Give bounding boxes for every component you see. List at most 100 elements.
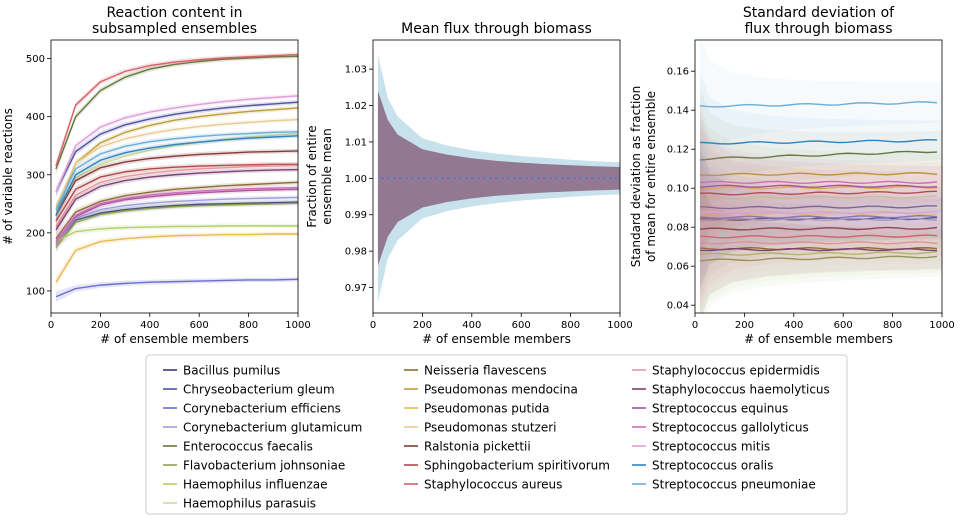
series-band (699, 158, 942, 300)
series-band (699, 149, 942, 290)
series-line (699, 150, 938, 161)
series-line (699, 195, 938, 200)
series-band (55, 105, 298, 221)
x-tick-label: 800 (239, 320, 258, 331)
y-tick-label: 0.14 (667, 106, 689, 117)
legend-label: Corynebacterium glutamicum (183, 421, 362, 435)
series-line (699, 234, 938, 239)
legend-label: Streptococcus equinus (652, 402, 788, 416)
series-band (55, 54, 298, 175)
series-band (699, 137, 942, 278)
series-line (55, 163, 298, 222)
series-line (699, 241, 938, 245)
x-tick-label: 1000 (607, 320, 632, 331)
series-line (55, 201, 298, 245)
series-line (55, 131, 298, 210)
chart-title: subsampled ensembles (92, 21, 257, 37)
plot-area (699, 40, 942, 313)
legend-label: Sphingobacterium spiritivorum (424, 459, 610, 473)
series-line (55, 202, 298, 248)
series-line (55, 196, 298, 245)
series-line (55, 225, 298, 243)
legend-label: Flavobacterium johnsoniae (183, 459, 345, 473)
series-line (55, 55, 298, 170)
series-band (55, 180, 298, 244)
plot-frame (694, 39, 943, 314)
chart-title: Mean flux through biomass (401, 21, 592, 37)
legend-label: Staphylococcus epidermidis (652, 364, 820, 378)
series-band (699, 73, 942, 214)
y-tick-label: 0.04 (667, 301, 689, 312)
series-line (699, 226, 938, 231)
series-line (55, 135, 298, 216)
series-band (55, 148, 298, 221)
legend-label: Pseudomonas putida (424, 402, 550, 416)
series-band (55, 129, 298, 215)
y-tick-label: 1.01 (345, 137, 367, 148)
plot-frame (372, 39, 621, 314)
y-tick-label: 0.06 (667, 262, 689, 273)
x-tick-label: 600 (512, 320, 531, 331)
y-axis-label: of mean for entire ensemble (644, 91, 658, 262)
legend-label: Streptococcus gallolyticus (652, 421, 809, 435)
x-tick-label: 0 (48, 320, 54, 331)
series-band (699, 142, 942, 283)
x-tick-label: 800 (561, 320, 580, 331)
legend-label: Ralstonia pickettii (424, 440, 531, 454)
y-tick-label: 1.02 (345, 101, 367, 112)
series-line (699, 214, 938, 220)
series-band (55, 167, 298, 236)
series-band (55, 195, 298, 250)
x-tick-label: 600 (190, 320, 209, 331)
y-axis-label: Fraction of entire (305, 125, 319, 227)
y-tick-label: 0.98 (345, 247, 367, 258)
series-band (55, 200, 298, 253)
series-line (699, 210, 938, 215)
y-tick-label: 0.12 (667, 145, 689, 156)
series-line (55, 168, 298, 231)
series-band (699, 88, 942, 230)
x-axis-label: # of ensemble members (744, 332, 893, 346)
legend-label: Enterococcus faecalis (183, 440, 313, 454)
series-band (699, 178, 942, 313)
series-line (55, 95, 298, 193)
panel-reaction-content: 0 200 400 600 800 1000 100 200 300 400 500 Reaction… (1, 5, 311, 346)
legend-label: Pseudomonas mendocina (424, 383, 578, 397)
series-line (55, 53, 298, 167)
panel-std-flux: 0 200 400 600 800 1000 0.04 0.06 0.08 0.10 0.12 0.1… (629, 5, 955, 346)
legend-label: Haemophilus influenzae (183, 478, 327, 492)
y-tick-label: 0.97 (345, 283, 367, 294)
series-line (699, 205, 938, 210)
x-tick-label: 0 (692, 320, 698, 331)
series-line (699, 172, 938, 177)
series-band (699, 127, 942, 269)
series-line (699, 185, 938, 190)
series-line (55, 181, 298, 240)
series-line (699, 180, 938, 185)
series-line (699, 184, 938, 188)
y-axis-label: ensemble mean (320, 128, 334, 225)
x-tick-label: 400 (140, 320, 159, 331)
series-line (55, 150, 298, 216)
x-tick-label: 400 (462, 320, 481, 331)
y-tick-label: 500 (26, 54, 45, 65)
series-line (699, 138, 938, 145)
legend-label: Staphylococcus aureus (424, 478, 562, 492)
x-tick-label: 800 (883, 320, 902, 331)
series-band (699, 166, 942, 308)
legend-label: Staphylococcus haemolyticus (652, 383, 830, 397)
series-line (55, 233, 298, 283)
panel-mean-flux: 0 200 400 600 800 1000 0.97 0.98 0.99 1.00 1.01 1.0… (305, 21, 633, 346)
y-tick-label: 0.99 (345, 210, 367, 221)
series-line (699, 217, 938, 222)
y-axis-label: # of variable reactions (1, 108, 15, 245)
x-axis-label: # of ensemble members (422, 332, 571, 346)
series-band (55, 223, 298, 247)
y-tick-label: 100 (26, 286, 45, 297)
y-tick-label: 1.03 (345, 65, 367, 76)
series-band (55, 93, 298, 198)
series-band (699, 179, 942, 313)
legend-label: Bacillus pumilus (183, 364, 280, 378)
series-line (55, 132, 298, 210)
